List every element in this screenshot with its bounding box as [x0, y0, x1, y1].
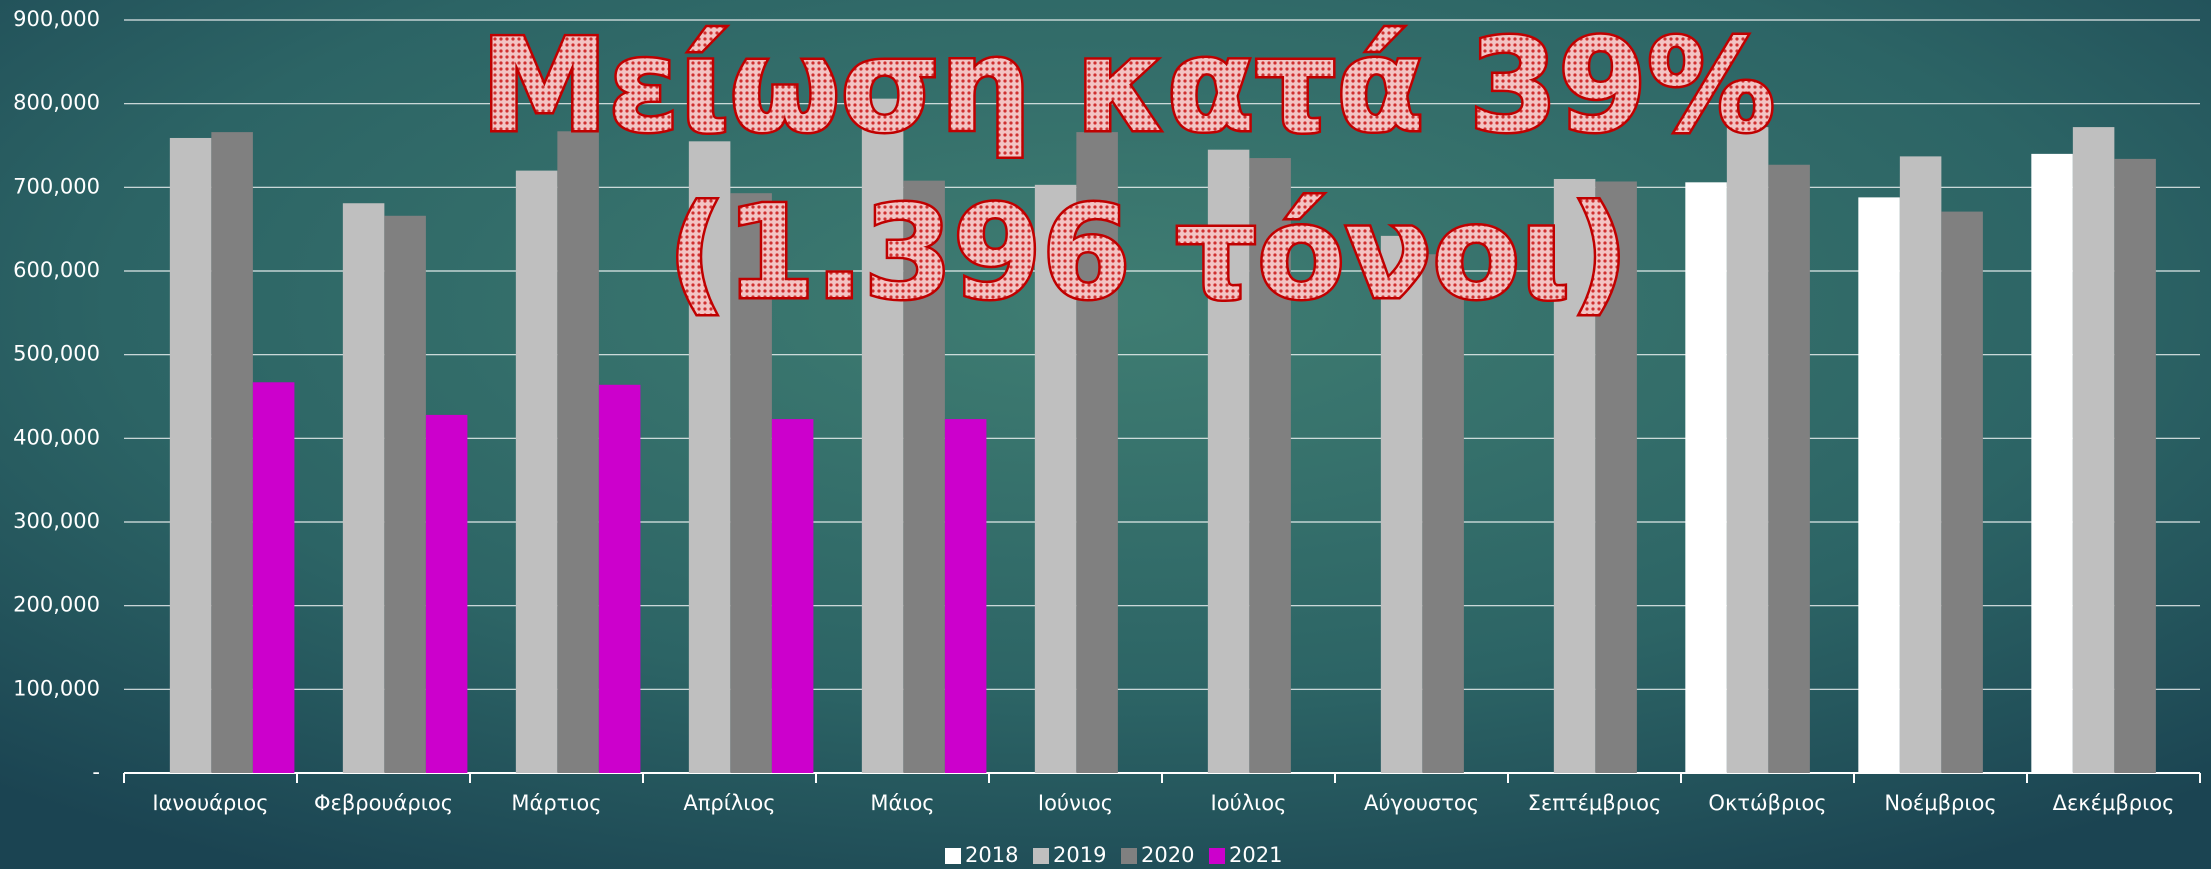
y-tick-label: 200,000 — [13, 593, 100, 617]
bar — [688, 141, 731, 774]
annotation-layer: Μείωση κατά 39% (1.396 τόνοι) — [478, 10, 1778, 331]
annotation: Μείωση κατά 39% — [481, 12, 1776, 161]
y-tick-label: - — [92, 760, 100, 784]
bar — [1380, 235, 1423, 774]
y-tick-label: 900,000 — [13, 7, 100, 31]
bar — [1207, 149, 1250, 773]
y-tick-label: 500,000 — [13, 342, 100, 366]
bar — [730, 193, 772, 773]
bar — [252, 382, 295, 773]
legend-label: 2021 — [1229, 843, 1282, 867]
bar — [425, 414, 468, 773]
bar — [1858, 197, 1900, 773]
bar — [1768, 164, 1810, 773]
bar — [1076, 132, 1118, 773]
x-tick-label: Φεβρουάριος — [314, 791, 453, 815]
y-tick-label: 700,000 — [13, 174, 100, 198]
annotation: (1.396 τόνοι) — [667, 179, 1628, 328]
bar — [1034, 184, 1077, 773]
bar — [2072, 127, 2115, 774]
x-tick-label: Σεπτέμβριος — [1528, 791, 1662, 815]
bar — [1595, 181, 1637, 773]
x-tick-label: Αύγουστος — [1364, 791, 1479, 815]
bar — [211, 132, 253, 773]
y-tick-label: 300,000 — [13, 509, 100, 533]
bar — [1249, 158, 1291, 774]
bar — [1899, 156, 1942, 774]
legend-label: 2018 — [965, 843, 1018, 867]
x-tick-label: Μάρτιος — [511, 791, 601, 815]
bar — [944, 419, 987, 773]
bar — [342, 203, 385, 774]
bar — [903, 180, 945, 773]
x-tick-label: Δεκέμβριος — [2053, 791, 2175, 815]
y-tick-label: 400,000 — [13, 425, 100, 449]
y-tick-label: 800,000 — [13, 91, 100, 115]
bar — [169, 137, 212, 774]
x-tick-label: Οκτώβριος — [1708, 791, 1826, 815]
plot-area: - 100,000 200,000 300,000 400,000 500,000 600,… — [13, 7, 2201, 815]
x-tick-label: Νοέμβριος — [1884, 791, 1996, 815]
x-tick-label: Ιανουάριος — [152, 791, 268, 815]
legend-swatch — [1121, 848, 1137, 864]
bar — [1422, 254, 1464, 773]
bar — [515, 170, 558, 774]
x-tick-label: Ιούνιος — [1038, 791, 1113, 815]
legend-swatch — [945, 848, 961, 864]
x-tick-label: Μάιος — [870, 791, 934, 815]
legend-label: 2019 — [1053, 843, 1106, 867]
legend-label: 2020 — [1141, 843, 1194, 867]
legend: 2018 2019 2020 2021 — [945, 843, 1282, 867]
bar — [598, 384, 641, 773]
y-tick-label: 100,000 — [13, 676, 100, 700]
bar — [771, 419, 814, 773]
legend-swatch — [1209, 848, 1225, 864]
x-tick-label: Ιούλιος — [1211, 791, 1287, 815]
bar — [384, 215, 426, 773]
bar — [1685, 182, 1727, 773]
bar — [1941, 211, 1983, 773]
bar — [1726, 127, 1769, 774]
y-tick-label: 600,000 — [13, 258, 100, 282]
bar — [1553, 178, 1596, 773]
bar — [2031, 153, 2073, 773]
x-tick-label: Απρίλιος — [683, 791, 775, 815]
bar — [861, 98, 904, 773]
legend-swatch — [1033, 848, 1049, 864]
bar — [557, 131, 599, 773]
bar — [2114, 158, 2156, 774]
